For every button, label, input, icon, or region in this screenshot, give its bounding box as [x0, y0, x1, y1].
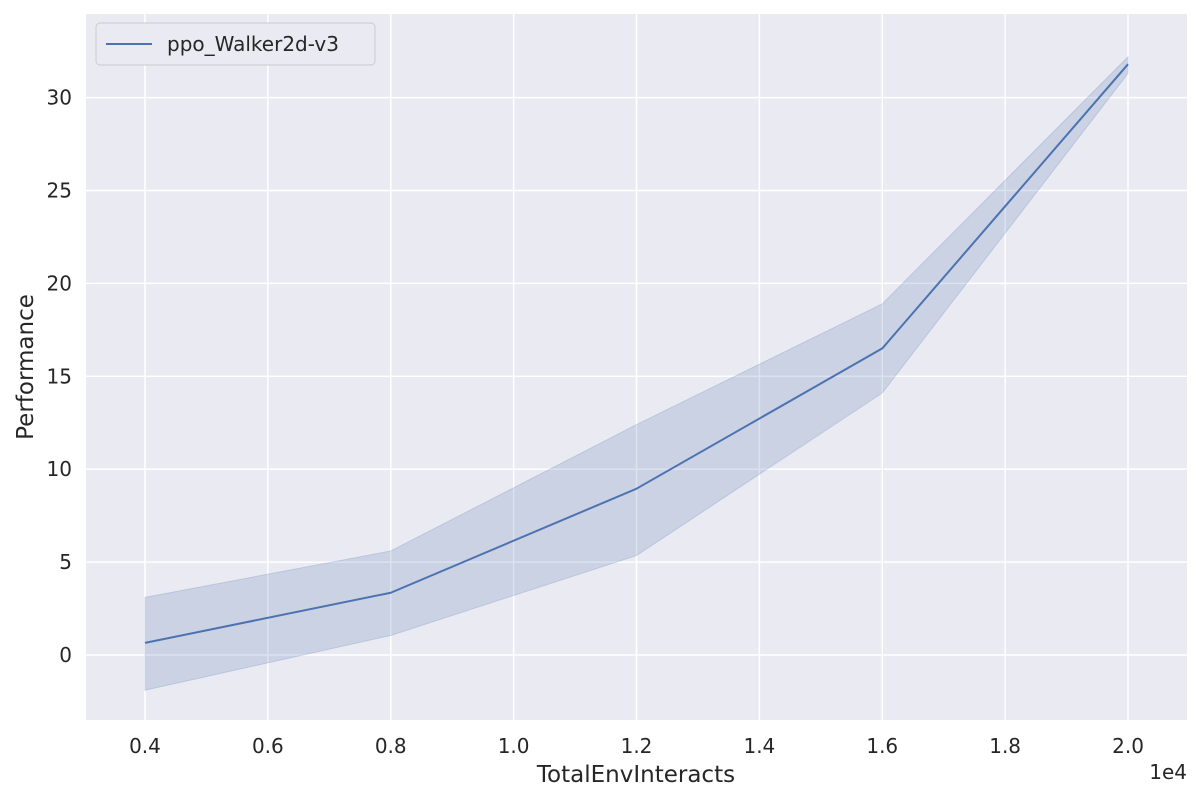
y-tick-labels: 0 5 10 15 20 25 30 [47, 86, 72, 667]
x-tick-label: 1.0 [498, 734, 530, 758]
x-tick-labels: 0.4 0.6 0.8 1.0 1.2 1.4 1.6 1.8 2.0 [129, 734, 1144, 758]
x-tick-label: 0.8 [375, 734, 407, 758]
x-tick-label: 0.6 [252, 734, 284, 758]
y-tick-label: 20 [47, 271, 72, 295]
x-tick-label: 1.8 [989, 734, 1021, 758]
x-axis-label: TotalEnvInteracts [536, 762, 735, 788]
legend-label: ppo_Walker2d-v3 [167, 32, 339, 56]
legend-box [95, 22, 376, 66]
y-tick-label: 5 [59, 550, 72, 574]
x-tick-label: 2.0 [1112, 734, 1144, 758]
series-line [144, 63, 1129, 644]
confidence-bands [144, 55, 1129, 691]
legend: ppo_Walker2d-v3 [95, 22, 376, 66]
grid-lines [86, 14, 1187, 720]
x-tick-label: 1.6 [866, 734, 898, 758]
y-tick-label: 10 [47, 457, 72, 481]
series-lines [144, 63, 1129, 644]
y-tick-label: 25 [47, 179, 72, 203]
x-axis-offset-label: 1e4 [1149, 760, 1187, 784]
y-tick-label: 15 [47, 364, 72, 388]
x-tick-label: 1.4 [743, 734, 775, 758]
y-tick-label: 30 [47, 86, 72, 110]
x-tick-label: 1.2 [621, 734, 653, 758]
y-tick-label: 0 [59, 643, 72, 667]
y-axis-label: Performance [13, 294, 39, 440]
x-tick-label: 0.4 [129, 734, 161, 758]
confidence-band [144, 55, 1129, 691]
